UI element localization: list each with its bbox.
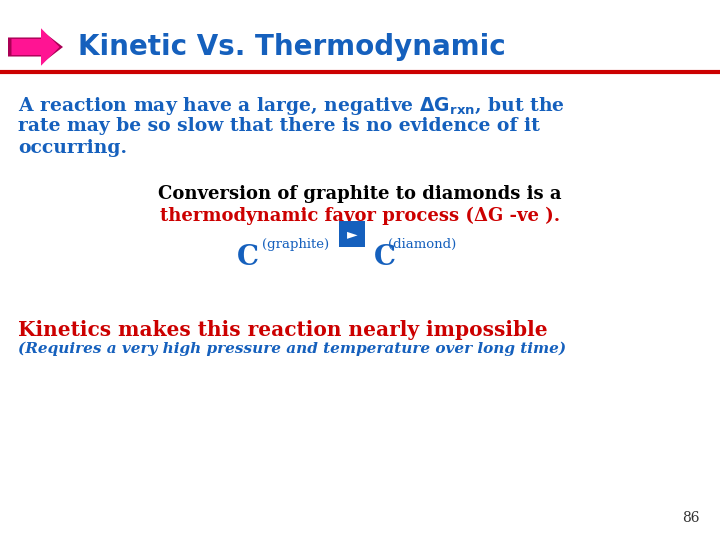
Bar	[339, 221, 365, 247]
Text: ►: ►	[347, 227, 357, 241]
Text: C: C	[237, 244, 259, 271]
Polygon shape	[8, 30, 63, 64]
Text: rate may be so slow that there is no evidence of it: rate may be so slow that there is no evi…	[18, 117, 540, 135]
Text: (graphite): (graphite)	[262, 238, 329, 251]
Text: (diamond): (diamond)	[388, 238, 456, 251]
Text: A reaction may have a large, negative $\mathbf{\Delta G_{rxn}}$, but the: A reaction may have a large, negative $\…	[18, 95, 564, 117]
Text: Kinetic Vs. Thermodynamic: Kinetic Vs. Thermodynamic	[78, 33, 505, 61]
Text: C: C	[374, 244, 396, 271]
Text: thermodynamic favor process (ΔG -ve ).: thermodynamic favor process (ΔG -ve ).	[160, 207, 560, 225]
Text: Conversion of graphite to diamonds is a: Conversion of graphite to diamonds is a	[158, 185, 562, 203]
Text: (Requires a very high pressure and temperature over long time): (Requires a very high pressure and tempe…	[18, 342, 566, 356]
Text: Kinetics makes this reaction nearly impossible: Kinetics makes this reaction nearly impo…	[18, 320, 548, 340]
Text: 86: 86	[683, 511, 700, 525]
Polygon shape	[12, 28, 60, 66]
Text: occurring.: occurring.	[18, 139, 127, 157]
